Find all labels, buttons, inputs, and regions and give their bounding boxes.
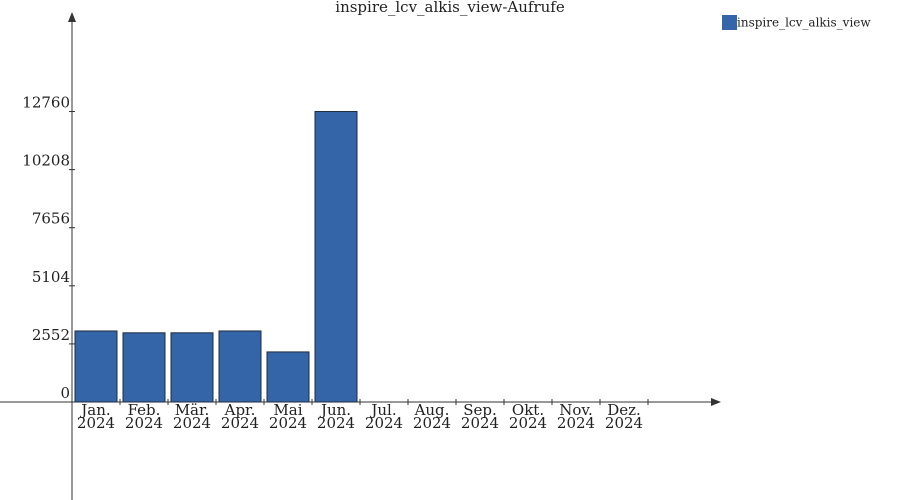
bar: [266, 351, 310, 403]
x-tick-label: Sep.: [463, 401, 497, 419]
y-tick-label: 5104: [32, 268, 70, 286]
x-tick-label: 2024: [557, 414, 595, 432]
x-tick-label: Nov.: [559, 401, 593, 419]
x-tick-label: Mai: [273, 401, 302, 419]
x-tick-label: Aug.: [414, 401, 450, 419]
x-tick-label: 2024: [461, 414, 499, 432]
x-tick-label: Okt.: [512, 401, 544, 419]
x-axis-arrow: [711, 398, 721, 406]
y-tick-label: 10208: [22, 152, 70, 170]
x-tick-label: 2024: [173, 414, 211, 432]
y-tick-label: 2552: [32, 326, 70, 344]
x-tick-label: Mär.: [175, 401, 210, 419]
x-tick-label: 2024: [509, 414, 547, 432]
bar: [170, 332, 214, 403]
x-tick-label: Jul.: [369, 401, 396, 419]
x-tick-label: 2024: [269, 414, 307, 432]
x-tick-label: Dez.: [607, 401, 641, 419]
bar: [218, 330, 262, 403]
x-tick-label: Apr.: [224, 401, 256, 419]
x-tick-label: 2024: [413, 414, 451, 432]
x-tick-label: 2024: [125, 414, 163, 432]
x-tick-label: Feb.: [128, 401, 161, 419]
x-tick-label: Jun.: [319, 401, 351, 419]
bar: [74, 330, 118, 403]
x-tick-label: 2024: [221, 414, 259, 432]
x-tick-label: 2024: [365, 414, 403, 432]
y-tick-label: 0: [60, 384, 70, 402]
y-axis-arrow: [68, 12, 76, 22]
y-tick-label: 12760: [22, 94, 70, 112]
x-tick-label: 2024: [605, 414, 643, 432]
y-tick-label: 7656: [32, 210, 70, 228]
bar: [122, 332, 166, 403]
x-tick-label: 2024: [77, 414, 115, 432]
chart-title: inspire_lcv_alkis_view-Aufrufe: [335, 0, 565, 16]
legend-label: inspire_lcv_alkis_view: [737, 16, 871, 30]
x-tick-label: 2024: [317, 414, 355, 432]
legend-swatch: [722, 15, 737, 30]
x-tick-label: Jan.: [79, 401, 110, 419]
bar: [314, 111, 358, 403]
